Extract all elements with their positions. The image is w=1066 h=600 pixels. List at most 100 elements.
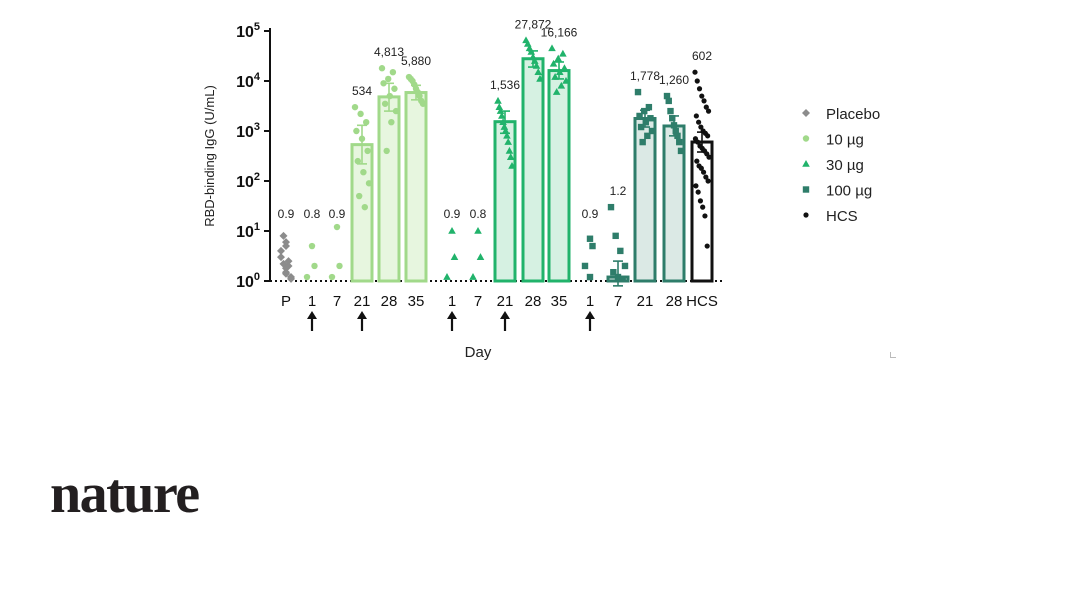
data-point <box>621 262 629 270</box>
data-point <box>498 111 506 119</box>
x-tick-label: 7 <box>474 293 482 310</box>
data-point <box>639 138 646 146</box>
x-tick-label: 21 <box>497 293 514 310</box>
data-point <box>287 274 295 283</box>
data-point <box>614 273 622 281</box>
data-point <box>705 178 711 184</box>
data-point <box>501 127 510 134</box>
data-point <box>419 100 427 107</box>
gmt-label: 16,166 <box>541 25 578 39</box>
data-point <box>644 132 651 140</box>
data-point <box>669 115 676 122</box>
data-point <box>388 118 395 126</box>
data-point <box>637 123 645 131</box>
data-point <box>698 165 704 171</box>
x-tick-label: 7 <box>333 293 341 310</box>
data-point <box>448 227 456 234</box>
data-point <box>674 132 681 140</box>
data-point <box>391 85 398 92</box>
x-tick-label: 35 <box>551 293 568 310</box>
bar <box>521 57 545 283</box>
x-tick-label: 1 <box>586 293 594 310</box>
data-point <box>697 198 704 204</box>
y-tick-label: 100 <box>236 271 260 291</box>
data-point <box>677 147 685 155</box>
x-tick-label: 21 <box>354 293 371 310</box>
x-tick-label: 28 <box>381 293 398 310</box>
legend-label: 10 µg <box>826 132 864 149</box>
data-point <box>527 48 536 55</box>
data-point <box>356 192 363 200</box>
gmt-label: 5,880 <box>401 54 431 68</box>
gmt-label: 0.9 <box>278 207 295 221</box>
data-point <box>557 81 566 89</box>
data-point <box>619 275 626 283</box>
data-point <box>586 273 594 281</box>
data-point <box>700 169 707 175</box>
data-point <box>702 213 708 219</box>
data-point <box>554 54 563 62</box>
bar <box>547 69 571 283</box>
data-point <box>499 118 507 125</box>
data-point <box>610 268 617 276</box>
data-point <box>385 75 392 83</box>
data-point <box>559 49 567 57</box>
data-point <box>636 112 643 120</box>
y-tick-label: 105 <box>236 21 260 41</box>
data-point <box>607 203 615 211</box>
data-point <box>508 161 516 169</box>
data-point <box>665 97 672 105</box>
gmt-label: 0.8 <box>304 207 321 221</box>
data-point <box>530 57 539 64</box>
data-point <box>695 189 701 195</box>
data-point <box>443 273 451 280</box>
data-point <box>698 124 704 130</box>
y-axis-title: RBD-binding IgG (U/mL) <box>202 85 217 227</box>
dose-arrow-head <box>357 311 367 319</box>
data-point <box>532 61 541 69</box>
legend-marker <box>802 160 810 167</box>
data-point <box>380 80 387 87</box>
data-point <box>693 183 699 189</box>
corner-mark <box>890 352 896 358</box>
bar <box>377 95 401 283</box>
nature-logo: nature <box>50 463 200 525</box>
data-point <box>694 158 700 164</box>
y-tick-label: 101 <box>236 221 260 241</box>
data-point <box>282 238 290 247</box>
data-point <box>641 107 648 115</box>
data-point <box>303 273 311 281</box>
data-point <box>277 246 285 255</box>
data-point <box>704 243 710 249</box>
gmt-label: 0.9 <box>582 207 599 221</box>
data-point <box>354 157 361 165</box>
data-point <box>476 253 485 260</box>
x-tick-label: P <box>281 293 291 310</box>
data-point <box>705 133 711 139</box>
bar <box>404 91 428 283</box>
gmt-label: 0.9 <box>444 207 461 221</box>
data-point <box>416 92 423 100</box>
data-point <box>365 180 373 187</box>
data-point <box>696 119 702 125</box>
data-point <box>692 69 698 75</box>
bar <box>350 143 374 283</box>
data-point <box>701 98 707 104</box>
gmt-label: 0.9 <box>329 207 346 221</box>
data-point <box>581 262 589 270</box>
data-point <box>551 73 559 80</box>
data-point <box>703 174 709 180</box>
x-tick-label: 21 <box>637 293 654 310</box>
gmt-label: 1,260 <box>659 73 689 87</box>
data-point <box>705 108 712 114</box>
gmt-label: 1.2 <box>610 184 627 198</box>
data-point <box>308 242 316 250</box>
data-point <box>277 253 285 262</box>
data-point <box>560 64 569 72</box>
data-point <box>383 147 390 155</box>
data-point <box>589 242 596 250</box>
data-point <box>474 227 482 234</box>
gmt-label: 602 <box>692 49 712 63</box>
data-point <box>549 59 558 67</box>
data-point <box>645 103 653 111</box>
